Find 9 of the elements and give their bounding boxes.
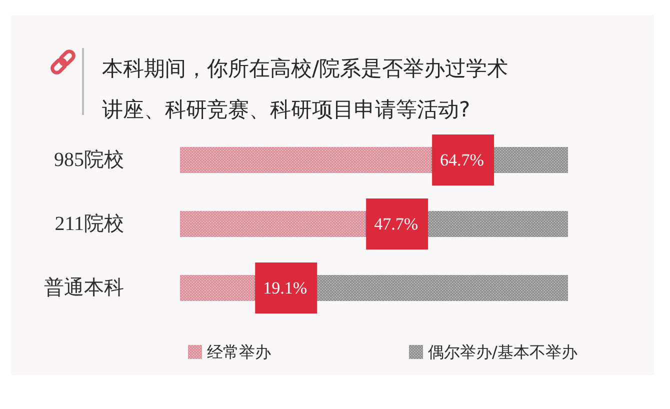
data-label: 47.7% (374, 214, 418, 234)
data-label: 19.1% (263, 278, 308, 298)
data-label: 64.7% (440, 150, 484, 170)
chart-title: 本科期间，你所在高校/院系是否举办过学术讲座、科研竞赛、科研项目申请等活动? (102, 56, 508, 122)
legend-label: 偶尔举办/基本不举办 (428, 342, 578, 362)
y-tick-label: 普通本科 (44, 276, 124, 299)
y-tick-label: 985院校 (54, 149, 124, 171)
y-tick-label: 211院校 (54, 213, 124, 235)
legend-label: 经常举办 (207, 342, 271, 362)
